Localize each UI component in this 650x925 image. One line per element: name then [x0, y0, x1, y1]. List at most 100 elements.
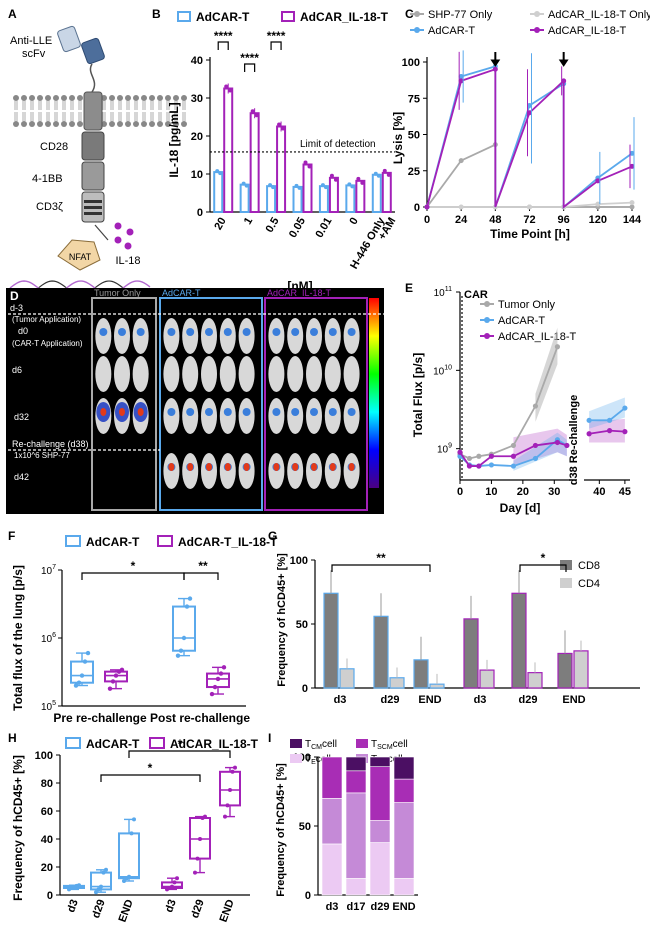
group-label: Tumor Only [94, 288, 141, 298]
y-tick-label: 109 [437, 443, 452, 456]
box-il18-pre-box [104, 670, 128, 683]
signal-hotspot [223, 408, 232, 416]
row-label: d32 [14, 412, 29, 422]
box-adcar-pre-point [76, 680, 82, 685]
x-tick-label: 0 [348, 216, 361, 227]
box-il18-post-point [212, 684, 218, 690]
mouse-image [201, 356, 217, 392]
y-tick-label: 10 [191, 169, 203, 181]
mouse-image [182, 356, 199, 392]
legend-adcar: AdCAR-T [86, 737, 140, 751]
y-tick-label: 1010 [433, 364, 452, 377]
data-point-il18 [476, 463, 482, 469]
box-adcar-post-point [184, 604, 190, 609]
lipid-head-top [109, 95, 115, 101]
box-il18-post-point [221, 665, 227, 670]
legend-adcar: AdCAR-T [196, 10, 250, 24]
box-point [170, 884, 174, 889]
box [118, 832, 140, 880]
sig-bracket [81, 572, 185, 580]
signal-hotspot [205, 408, 213, 416]
x-tick-label: d29 [90, 898, 108, 920]
dot-adcar [323, 185, 328, 190]
panel-g-label: G [268, 529, 277, 543]
box-point [198, 837, 202, 841]
dna-strand-2 [9, 280, 151, 296]
signal-arrow [94, 224, 109, 241]
scfv-label: Anti-LLE [10, 35, 52, 47]
bar-il18 [223, 87, 234, 213]
panel-b-label: B [152, 7, 161, 21]
car-label: CAR [464, 289, 488, 301]
data-point-adcar [488, 462, 495, 468]
lipid-head-bottom [173, 121, 179, 127]
dot-il18 [224, 84, 229, 89]
legend-il18only: AdCAR_IL-18-T Only [548, 9, 650, 21]
data-point-il18 [492, 66, 498, 72]
y-tick-label: 100 [35, 750, 53, 762]
sig-stars: * [541, 551, 546, 565]
scfv-light-chain [57, 25, 81, 53]
legend-swatch-il18 [281, 11, 295, 22]
data-point-il18 [532, 442, 539, 449]
group-frame [159, 297, 263, 511]
box-il18-post-point [218, 671, 224, 676]
panel-d-label: D [10, 289, 19, 303]
transmembrane-domain [83, 91, 103, 131]
data-point-re_il18 [622, 429, 628, 435]
lipid-head-top [157, 95, 163, 101]
dot-adcar [373, 171, 378, 176]
signal-hotspot [242, 328, 251, 336]
nfat-label: NFAT [69, 252, 92, 262]
data-point-tumor [476, 453, 482, 459]
x-tick-label: 20 [517, 486, 529, 498]
box-point [193, 870, 197, 875]
bar-adcar [371, 173, 382, 213]
group-label: AdCAR-T [162, 288, 201, 298]
lipid-head-bottom [37, 121, 43, 127]
y-tick-label: 25 [408, 166, 420, 178]
box [90, 871, 112, 891]
bar-il18 [249, 112, 260, 213]
data-point-shp [629, 204, 635, 210]
dot-adcar [215, 169, 220, 174]
legend-marker [534, 27, 540, 33]
lipid-head-bottom [29, 121, 35, 127]
box-point [223, 814, 227, 819]
legend-il18: AdCAR_IL-18-T [170, 737, 259, 751]
signal-hotspot [99, 328, 108, 336]
row-label: d6 [12, 365, 22, 375]
lipid-head-top [117, 95, 123, 101]
y-tick-label: 107 [41, 564, 56, 577]
e-x-axis-title: Day [d] [500, 501, 541, 515]
box-adcar-post-point [181, 635, 187, 641]
mouse-image [324, 356, 341, 392]
row-label: 1x10^6 SHP-77 [14, 451, 70, 460]
signal-hotspot-core [206, 463, 212, 471]
lipid-head-bottom [157, 121, 163, 127]
panel-e-label: E [405, 281, 413, 295]
x-tick-label: d3 [474, 694, 487, 706]
sig-stars: * [131, 559, 136, 573]
y-tick-label: 75 [408, 93, 420, 105]
legend-swatch-adcar [177, 11, 191, 22]
legend-swatch-il18 [157, 535, 173, 547]
legend-adcar: AdCAR-T [86, 535, 140, 549]
data-point-il18 [458, 78, 464, 84]
dot-adcar [297, 185, 302, 190]
y-tick-label: 50 [296, 619, 308, 631]
stack-tscm [393, 778, 415, 803]
legend-e: AdCAR_IL-18-T [498, 331, 577, 343]
y-tick-label: 20 [41, 862, 53, 874]
legend-swatch-adcar [65, 737, 81, 749]
bar-il18 [328, 176, 339, 214]
x-tick-label: END [392, 901, 415, 913]
41bb-label: 4-1BB [32, 173, 63, 185]
sig-bracket [244, 63, 256, 72]
legend-cd8: CD8 [578, 560, 600, 572]
panel-h-label: H [8, 731, 17, 745]
box-point [195, 856, 200, 861]
panel-c-label: C [405, 7, 414, 21]
box-point [203, 814, 207, 819]
